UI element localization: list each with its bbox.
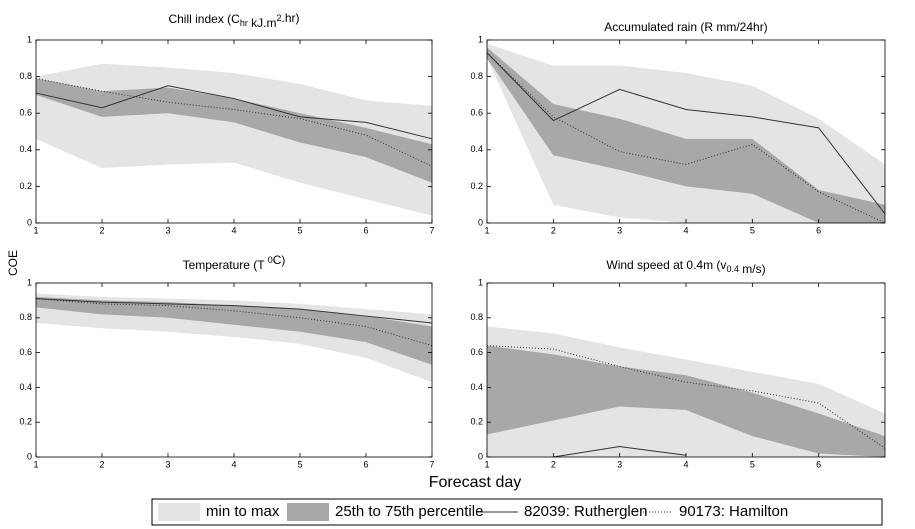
title-part: .hr) bbox=[282, 11, 300, 25]
y-tick-label: 1 bbox=[478, 34, 483, 44]
x-tick-label: 4 bbox=[683, 459, 688, 469]
chart-title: Wind speed at 0.4m (v0.4 m/s) bbox=[606, 258, 765, 276]
title-part: Temperature (T bbox=[183, 258, 268, 272]
legend-swatch bbox=[158, 503, 200, 521]
x-tick-label: 4 bbox=[231, 225, 236, 235]
y-tick-label: 0 bbox=[478, 217, 483, 227]
y-axis-label: COE bbox=[6, 250, 20, 276]
legend-label: 82039: Rutherglen bbox=[524, 503, 647, 520]
x-tick-label: 6 bbox=[363, 225, 368, 235]
y-tick-label: 0.2 bbox=[470, 417, 483, 427]
x-tick-label: 5 bbox=[297, 225, 302, 235]
rutherglen-line bbox=[486, 52, 886, 215]
y-tick-label: 0.8 bbox=[470, 312, 483, 322]
x-tick-label: 4 bbox=[683, 225, 688, 235]
y-tick-label: 1 bbox=[27, 277, 32, 287]
title-part: Wind speed at 0.4m (v bbox=[606, 258, 726, 272]
rutherglen-line bbox=[553, 446, 687, 458]
x-tick-label: 4 bbox=[231, 459, 236, 469]
y-tick-label: 0.8 bbox=[19, 71, 32, 81]
legend-label: 90173: Hamilton bbox=[679, 503, 788, 520]
x-tick-label: 2 bbox=[551, 225, 556, 235]
legend-swatch bbox=[287, 503, 329, 521]
x-tick-label: 3 bbox=[165, 459, 170, 469]
y-tick-label: 0.6 bbox=[470, 347, 483, 357]
y-tick-label: 0.4 bbox=[19, 382, 32, 392]
y-tick-label: 0 bbox=[27, 451, 32, 461]
x-tick-label: 7 bbox=[429, 459, 434, 469]
x-tick-label: 2 bbox=[99, 225, 104, 235]
y-tick-label: 0.4 bbox=[470, 382, 483, 392]
x-tick-label: 2 bbox=[99, 459, 104, 469]
y-tick-label: 0.8 bbox=[19, 312, 32, 322]
x-tick-label: 5 bbox=[297, 459, 302, 469]
title-part: Accumulated rain (R mm/24hr) bbox=[604, 20, 767, 34]
x-tick-label: 1 bbox=[484, 459, 489, 469]
iqr-band bbox=[487, 345, 885, 457]
y-tick-label: 0.2 bbox=[19, 181, 32, 191]
legend-label: 25th to 75th percentile bbox=[335, 503, 483, 520]
legend-label: min to max bbox=[206, 503, 280, 520]
y-tick-label: 0.4 bbox=[470, 144, 483, 154]
chart-title: Temperature (T 0C) bbox=[183, 253, 286, 272]
title-part: C) bbox=[273, 253, 286, 267]
y-tick-label: 0 bbox=[27, 217, 32, 227]
x-tick-label: 3 bbox=[617, 459, 622, 469]
iqr-band bbox=[36, 78, 432, 183]
y-tick-label: 0.2 bbox=[19, 417, 32, 427]
hamilton-line bbox=[35, 298, 433, 347]
x-tick-label: 6 bbox=[363, 459, 368, 469]
x-tick-label: 1 bbox=[33, 225, 38, 235]
x-tick-label: 5 bbox=[750, 459, 755, 469]
y-tick-label: 0.4 bbox=[19, 144, 32, 154]
title-sub: 0.4 bbox=[726, 264, 739, 274]
x-tick-label: 6 bbox=[816, 459, 821, 469]
x-tick-label: 7 bbox=[429, 225, 434, 235]
y-tick-label: 1 bbox=[478, 277, 483, 287]
chart-title: Accumulated rain (R mm/24hr) bbox=[604, 20, 767, 34]
y-tick-label: 1 bbox=[27, 34, 32, 44]
title-sub: hr bbox=[240, 18, 248, 28]
y-tick-label: 0.6 bbox=[19, 108, 32, 118]
chart-title: Chill index (Chr kJ.m2.hr) bbox=[168, 11, 299, 30]
hamilton-line bbox=[486, 345, 886, 449]
iqr-band bbox=[36, 296, 432, 365]
rutherglen-line bbox=[35, 85, 433, 140]
x-tick-label: 2 bbox=[551, 459, 556, 469]
x-tick-label: 3 bbox=[165, 225, 170, 235]
title-sup: 2 bbox=[277, 13, 282, 23]
y-tick-label: 0.8 bbox=[470, 71, 483, 81]
y-tick-label: 0.6 bbox=[19, 347, 32, 357]
hamilton-line bbox=[486, 52, 886, 224]
y-tick-label: 0.6 bbox=[470, 108, 483, 118]
x-axis-label: Forecast day bbox=[429, 474, 521, 491]
title-part: Chill index (C bbox=[168, 12, 240, 26]
y-tick-label: 0.2 bbox=[470, 181, 483, 191]
rutherglen-line bbox=[35, 298, 433, 324]
x-tick-label: 3 bbox=[617, 225, 622, 235]
x-tick-label: 1 bbox=[484, 225, 489, 235]
title-part: m/s) bbox=[739, 262, 766, 276]
x-tick-label: 5 bbox=[750, 225, 755, 235]
title-part: kJ.m bbox=[248, 16, 277, 30]
x-tick-label: 6 bbox=[816, 225, 821, 235]
iqr-band bbox=[487, 47, 885, 223]
title-sup: 0 bbox=[268, 255, 273, 265]
y-tick-label: 0 bbox=[478, 451, 483, 461]
x-tick-label: 1 bbox=[33, 459, 38, 469]
